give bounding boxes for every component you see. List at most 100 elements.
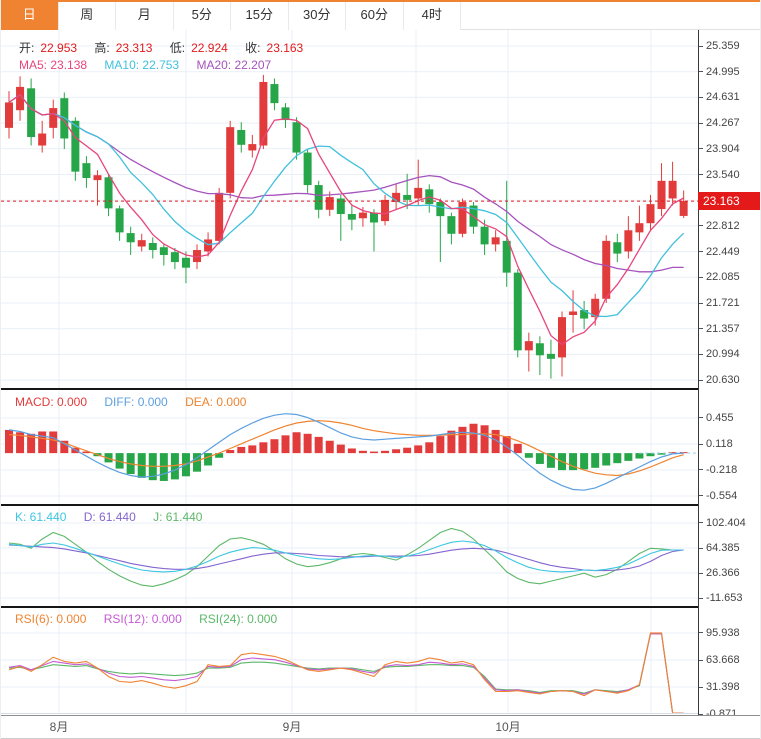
macd-bar xyxy=(193,453,202,472)
candle-body xyxy=(82,163,91,179)
macd-bar xyxy=(657,453,666,455)
axis-tick-label: 20.630 xyxy=(699,372,760,388)
panel-divider xyxy=(1,504,698,506)
ma-readout: MA5: 23.138 MA10: 22.753 MA20: 22.207 xyxy=(19,58,277,72)
candle-body xyxy=(215,192,224,241)
macd-bar xyxy=(646,453,655,457)
close-label: 收: xyxy=(245,41,261,55)
tab-15min[interactable]: 15分 xyxy=(231,0,289,30)
macd-bar xyxy=(325,440,334,454)
candle-body xyxy=(381,199,390,222)
k-line xyxy=(8,540,684,573)
macd-bar xyxy=(436,436,445,454)
j-value-label: J: 61.440 xyxy=(153,510,203,524)
macd-bar xyxy=(104,453,113,463)
main-candlestick-chart[interactable] xyxy=(1,30,698,388)
candle-body xyxy=(502,240,511,273)
candle-body xyxy=(403,194,412,200)
macd-panel-chart[interactable] xyxy=(1,391,698,504)
ma20-line xyxy=(8,93,684,273)
dea-line xyxy=(8,420,684,477)
candle-body xyxy=(193,250,202,263)
tab-week[interactable]: 周 xyxy=(58,0,116,30)
candle-body xyxy=(115,208,124,233)
candle-body xyxy=(38,133,47,146)
macd-bar xyxy=(336,444,345,454)
candle-body xyxy=(336,198,345,215)
tab-day[interactable]: 日 xyxy=(1,0,59,30)
axis-tick-label: 26.366 xyxy=(699,565,760,581)
candle-body xyxy=(126,233,135,243)
high-value: 23.313 xyxy=(115,41,153,55)
candle-body xyxy=(613,242,622,254)
tab-30min[interactable]: 30分 xyxy=(288,0,346,30)
right-axis-line xyxy=(698,30,699,739)
candle-body xyxy=(137,240,146,247)
tab-month[interactable]: 月 xyxy=(116,0,174,30)
tab-4hour[interactable]: 4时 xyxy=(403,0,461,30)
axis-tick-label: 31.398 xyxy=(699,679,760,695)
macd-bar xyxy=(347,448,356,454)
axis-tick-label: 21.357 xyxy=(699,321,760,337)
macd-bar xyxy=(469,423,478,454)
high-label: 高: xyxy=(94,41,110,55)
axis-tick-label: 20.994 xyxy=(699,346,760,362)
macd-value-label: MACD: 0.000 xyxy=(15,395,88,409)
candle-body xyxy=(602,240,611,299)
macd-bar xyxy=(381,450,390,454)
open-value: 22.953 xyxy=(40,41,78,55)
axis-tick-label: 0.455 xyxy=(699,410,760,426)
diff-line xyxy=(8,413,684,491)
macd-bar xyxy=(358,450,367,454)
axis-tick-label: -0.218 xyxy=(699,462,760,478)
candle-body xyxy=(679,201,688,216)
candle-body xyxy=(436,202,445,217)
candle-body xyxy=(624,230,633,252)
macd-bar xyxy=(226,450,235,454)
macd-readout: MACD: 0.000 DIFF: 0.000 DEA: 0.000 xyxy=(15,395,252,409)
axis-tick-label: 64.385 xyxy=(699,540,760,556)
candle-body xyxy=(668,180,677,199)
candle-body xyxy=(535,343,544,356)
tab-60min[interactable]: 60分 xyxy=(346,0,404,30)
kdj-panel-chart[interactable] xyxy=(1,507,698,605)
rsi6-value-label: RSI(6): 0.000 xyxy=(15,612,87,626)
candle-body xyxy=(524,341,533,351)
axis-tick-label: 25.359 xyxy=(699,38,760,54)
candle-body xyxy=(248,144,257,151)
panel-divider xyxy=(1,606,698,608)
candle-body xyxy=(325,197,334,210)
candle-body xyxy=(270,84,279,104)
rsi6-line xyxy=(8,632,684,714)
macd-bar xyxy=(38,431,47,454)
axis-tick-label: 21.721 xyxy=(699,295,760,311)
candle-body xyxy=(392,192,401,203)
candle-body xyxy=(204,239,213,252)
macd-bar xyxy=(491,429,500,454)
macd-bar xyxy=(580,453,589,470)
candle-body xyxy=(16,86,25,111)
rsi-panel-chart[interactable] xyxy=(1,608,698,714)
period-tab-bar: 日 周 月 5分 15分 30分 60分 4时 xyxy=(1,0,760,30)
macd-bar xyxy=(414,445,423,454)
axis-tick-label: 102.404 xyxy=(699,515,760,531)
rsi12-line xyxy=(8,633,684,714)
macd-bar xyxy=(591,453,600,468)
tab-5min[interactable]: 5分 xyxy=(173,0,231,30)
macd-bar xyxy=(303,433,312,454)
macd-bar xyxy=(248,445,257,454)
macd-bar xyxy=(215,453,224,458)
x-label-september: 9月 xyxy=(282,720,302,734)
candle-body xyxy=(170,252,179,263)
axis-tick-label: 24.995 xyxy=(699,64,760,80)
candle-body xyxy=(513,272,522,351)
axis-tick-label: 24.267 xyxy=(699,115,760,131)
axis-tick-label: 22.449 xyxy=(699,244,760,260)
ma20-label: MA20: 22.207 xyxy=(196,58,272,72)
accent-topline xyxy=(1,0,760,2)
macd-bar xyxy=(458,426,467,454)
x-axis-band: 8月 9月 10月 xyxy=(1,715,760,739)
candle-body xyxy=(237,129,246,145)
candle-body xyxy=(580,310,589,319)
candle-body xyxy=(414,187,423,199)
